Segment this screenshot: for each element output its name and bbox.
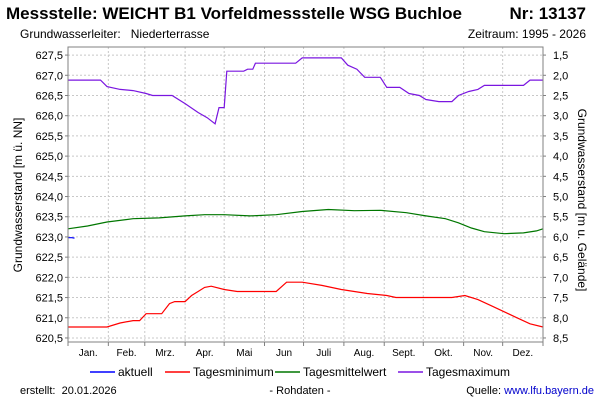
source-label: Quelle: [466, 385, 502, 397]
x-tick-label: Jan. [79, 348, 98, 359]
y-tick-label: 627,5 [35, 50, 63, 62]
x-axis: Jan. Feb. Mrz. Apr. Mai Jun Juli Aug. Sept. Okt. N… [67, 342, 544, 359]
y-right-tick-label: 3,5 [553, 131, 568, 143]
y-right-tick-label: 8,5 [553, 333, 568, 345]
y-right-tick-label: 4,0 [553, 151, 568, 163]
y-right-tick-label: 7,5 [553, 293, 568, 305]
legend-label-tagesmaximum: Tagesmaximum [426, 365, 510, 379]
y-tick-label: 624,0 [35, 192, 63, 204]
created-date: 20.01.2026 [61, 385, 117, 397]
grid [68, 47, 543, 342]
x-tick-label: Okt. [434, 348, 452, 359]
y-tick-label: 622,5 [35, 252, 63, 264]
y-tick-label: 625,5 [35, 131, 63, 143]
y-tick-label: 622,0 [35, 272, 63, 284]
y-right-tick-label: 2,0 [553, 70, 568, 82]
station-number: Nr: 13137 [509, 4, 586, 23]
aquifer-label: Grundwasserleiter: [20, 27, 121, 41]
legend: aktuell Tagesminimum Tagesmittelwert Tagesm… [90, 365, 510, 379]
y-tick-label: 624,5 [35, 171, 63, 183]
y-right-tick-label: 7,0 [553, 272, 568, 284]
y-right-tick-label: 6,0 [553, 232, 568, 244]
series-line-tagesmittelwert [67, 208, 544, 235]
y-tick-label: 626,5 [35, 90, 63, 102]
y-tick-label: 623,0 [35, 232, 63, 244]
y-right-tick-label: 1,5 [553, 50, 568, 62]
legend-label-aktuell: aktuell [118, 365, 153, 379]
series-layer [67, 57, 544, 328]
y-tick-label: 627,0 [35, 70, 63, 82]
y-tick-label: 620,5 [35, 333, 63, 345]
x-tick-label: Juli [316, 348, 331, 359]
x-tick-label: Sept. [392, 348, 415, 359]
legend-label-tagesminimum: Tagesminimum [193, 365, 274, 379]
x-tick-label: Mrz. [155, 348, 174, 359]
raw-data-note: - Rohdaten - [269, 385, 331, 397]
y-right-tick-label: 5,0 [553, 192, 568, 204]
chart-title: Messstelle: WEICHT B1 Vorfeldmessstelle … [6, 4, 462, 23]
series-line-tagesminimum [68, 281, 544, 328]
source-link[interactable]: www.lfu.bayern.de [504, 385, 594, 397]
y-tick-label: 621,5 [35, 293, 63, 305]
y-tick-label: 626,0 [35, 111, 63, 123]
aquifer-value: Niederterrasse [130, 27, 210, 41]
legend-label-tagesmittelwert: Tagesmittelwert [303, 365, 387, 379]
y-tick-label: 625,0 [35, 151, 63, 163]
created-label: erstellt: [20, 385, 56, 397]
y-right-tick-label: 6,5 [553, 252, 568, 264]
x-tick-label: Mai [236, 348, 252, 359]
x-tick-label: Nov. [473, 348, 493, 359]
y-right-tick-label: 3,0 [553, 111, 568, 123]
y-right-tick-label: 4,5 [553, 171, 568, 183]
x-tick-label: Dez. [513, 348, 534, 359]
x-tick-label: Apr. [196, 348, 214, 359]
y-right-tick-label: 2,5 [553, 90, 568, 102]
created-info: erstellt: 20.01.2026 [20, 385, 117, 397]
period-label: Zeitraum: 1995 - 2026 [467, 27, 586, 41]
y-right-tick-label: 8,0 [553, 313, 568, 325]
y-axis-label-right: Grundwasserstand [m u. Gelände] [575, 109, 589, 292]
x-tick-label: Feb. [117, 348, 137, 359]
y-tick-label: 621,0 [35, 313, 63, 325]
left-axis: 620,5 621,0 621,5 622,0 622,5 623,0 623,5 624,0… [35, 50, 68, 345]
source-info: Quelle: www.lfu.bayern.de [466, 385, 594, 397]
x-tick-label: Aug. [354, 348, 375, 359]
y-right-tick-label: 5,5 [553, 212, 568, 224]
x-tick-label: Jun [276, 348, 292, 359]
y-axis-label-left: Grundwasserstand [m ü. NN] [11, 118, 25, 273]
y-tick-label: 623,5 [35, 212, 63, 224]
aquifer-info: Grundwasserleiter: Niederterrasse [20, 27, 209, 41]
plot-frame [67, 46, 544, 343]
right-axis: 1,5 2,0 2,5 3,0 3,5 4,0 4,5 5,0 5,5 6,0 6,5 7,0 7,5 8… [543, 50, 568, 345]
series-line-tagesmaximum [68, 57, 543, 125]
